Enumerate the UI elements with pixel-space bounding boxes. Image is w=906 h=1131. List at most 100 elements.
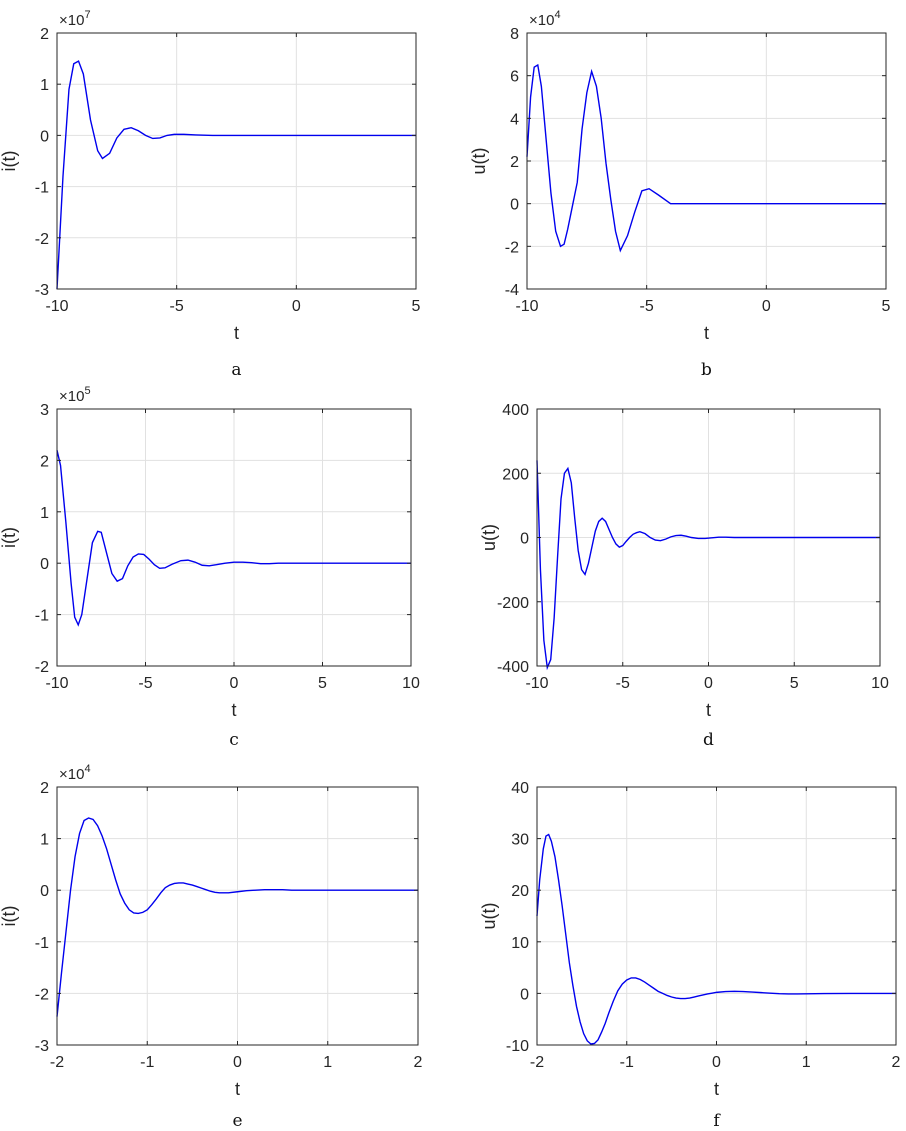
x-tick-label: 10 [871,675,889,692]
y-tick-label: -3 [35,282,49,299]
series-line-f-0 [536,833,896,1045]
panel-caption: d [703,730,714,750]
y-tick-label: 0 [510,197,519,214]
x-tick-label: 0 [230,675,239,692]
y-tick-label: 1 [40,505,49,522]
y-tick-label: 2 [40,780,49,797]
y-tick-label: 10 [511,935,529,952]
series-line-a-0 [56,60,416,290]
x-tick-label: -2 [530,1054,544,1071]
series-line-c-0 [56,449,411,627]
y-tick-label: -4 [505,282,519,299]
y-tick-label: 1 [40,832,49,849]
x-axis-label: t [706,700,711,720]
x-tick-label: 1 [802,1054,811,1071]
chart-panel-d: -10 -5 0 5 10 -400 -200 0 200 400 t u(t) d [479,402,889,750]
y-tick-label: 30 [511,832,529,849]
x-tick-label: 2 [892,1054,901,1071]
series-line-b-0 [526,63,886,253]
y-tick-label: -200 [497,595,529,612]
x-tick-label: -5 [616,675,630,692]
y-tick-label: 0 [520,986,529,1003]
x-tick-label: 5 [790,675,799,692]
y-tick-label: 2 [40,26,49,43]
y-tick-label: 0 [40,556,49,573]
y-axis-label: i(t) [0,906,19,927]
x-tick-label: 0 [712,1054,721,1071]
y-tick-label: -3 [35,1038,49,1055]
x-tick-label: -2 [50,1054,64,1071]
y-tick-label: -400 [497,659,529,676]
x-tick-label: -1 [140,1054,154,1071]
y-tick-label: 0 [40,128,49,145]
panel-caption: b [701,360,712,380]
y-tick-label: -1 [35,935,49,952]
x-axis-label: t [714,1079,719,1099]
y-tick-label: 2 [40,453,49,470]
y-tick-label: 400 [502,402,529,419]
x-tick-label: -5 [138,675,152,692]
series-line-d-0 [536,460,880,671]
y-axis-label: i(t) [0,527,19,548]
series-line-e-0 [56,817,418,1017]
x-axis-label: t [234,323,239,343]
panel-caption: e [232,1111,242,1131]
panel-caption: c [229,730,239,750]
x-tick-label: -1 [620,1054,634,1071]
x-tick-label: -10 [45,675,68,692]
y-axis-label: u(t) [479,903,499,930]
plot-area [57,33,416,289]
y-tick-label: 3 [40,402,49,419]
y-tick-label: -2 [35,986,49,1003]
y-tick-label: 0 [40,883,49,900]
y-axis-label: i(t) [0,151,19,172]
y-tick-label: 40 [511,780,529,797]
y-tick-label: 4 [510,111,519,128]
y-tick-label: 20 [511,883,529,900]
x-axis-label: t [704,323,709,343]
y-tick-label: -2 [505,239,519,256]
chart-panel-b: -10 -5 0 5 -4 -2 0 2 4 6 8 ×104 t u(t) b [469,9,891,380]
axis-exponent-label: ×104 [59,763,91,783]
y-tick-label: -2 [35,231,49,248]
y-tick-label: -10 [506,1038,529,1055]
panel-caption: f [713,1111,721,1131]
x-tick-label: 5 [412,298,421,315]
panel-caption: a [231,360,241,380]
x-tick-label: -5 [170,298,184,315]
y-tick-label: 8 [510,26,519,43]
x-tick-label: 5 [318,675,327,692]
x-tick-label: -10 [45,298,68,315]
axis-exponent-label: ×104 [529,9,561,29]
x-tick-label: -10 [525,675,548,692]
x-tick-label: 2 [414,1054,423,1071]
x-tick-label: 1 [323,1054,332,1071]
x-axis-label: t [231,700,236,720]
y-tick-label: 0 [520,531,529,548]
y-axis-label: u(t) [479,524,499,551]
y-tick-label: 200 [502,466,529,483]
x-tick-label: -10 [515,298,538,315]
x-tick-label: 0 [233,1054,242,1071]
y-tick-label: -1 [35,608,49,625]
x-tick-label: -5 [640,298,654,315]
y-tick-label: 2 [510,154,519,171]
x-tick-label: 0 [292,298,301,315]
axis-exponent-label: ×105 [59,385,91,405]
x-tick-label: 0 [704,675,713,692]
axes-box [56,32,417,290]
x-axis-label: t [235,1079,240,1099]
y-tick-label: 6 [510,69,519,86]
x-tick-label: 0 [762,298,771,315]
x-tick-label: 10 [402,675,420,692]
x-tick-label: 5 [882,298,891,315]
y-axis-label: u(t) [469,148,489,175]
y-tick-label: -2 [35,659,49,676]
y-tick-label: 1 [40,77,49,94]
axis-exponent-label: ×107 [59,9,91,29]
